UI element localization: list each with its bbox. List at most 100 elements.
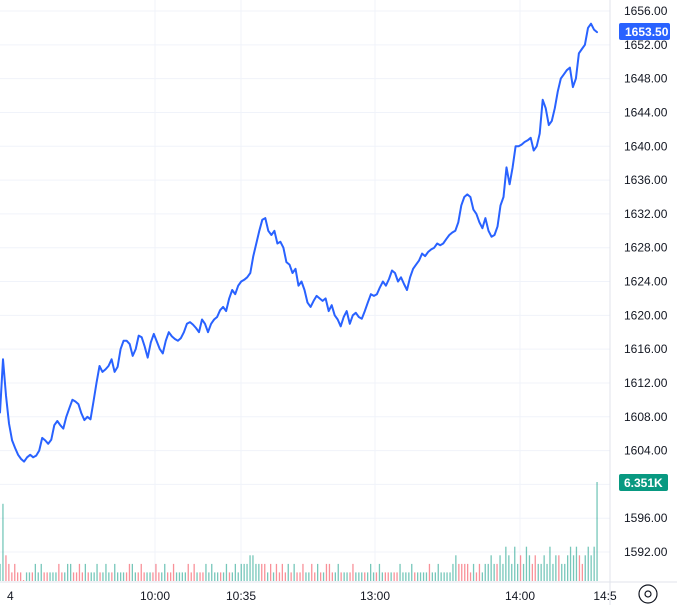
volume-bar [108, 572, 110, 581]
volume-bar [305, 572, 307, 581]
volume-bar [431, 572, 433, 581]
volume-bar [490, 555, 492, 581]
volume-bar [137, 572, 139, 581]
volume-bar [64, 572, 66, 581]
volume-bar [575, 546, 578, 581]
volume-bar [52, 572, 54, 581]
volume-bar [449, 572, 451, 581]
volume-bar [67, 563, 69, 581]
price-line [0, 22, 598, 463]
y-tick-label: 1628.00 [624, 241, 668, 255]
volume-bar [11, 572, 13, 581]
volume-bar [87, 572, 89, 581]
volume-bar [246, 563, 248, 581]
volume-bar [537, 563, 539, 581]
y-tick-label: 1632.00 [624, 207, 668, 221]
volume-bar [511, 563, 513, 581]
volume-bar [558, 555, 560, 581]
volume-bar [40, 563, 42, 581]
volume-bar [299, 572, 301, 581]
volume-bar [14, 563, 16, 581]
volume-bar [317, 563, 319, 581]
x-tick-label: 14:00 [505, 589, 535, 603]
y-tick-label: 1616.00 [624, 342, 668, 356]
volume-bar [84, 563, 86, 581]
volume-bar [525, 546, 528, 581]
volume-bar [217, 572, 219, 581]
volume-bar [237, 572, 239, 581]
x-tick-label: 10:35 [226, 589, 256, 603]
volume-bar [434, 572, 436, 581]
y-tick-label: 1592.00 [624, 545, 668, 559]
volume-bar [522, 563, 525, 581]
volume-bar [308, 572, 310, 581]
volume-bar [328, 563, 331, 581]
volume-bar [25, 572, 28, 581]
settings-gear-center-icon [644, 590, 652, 598]
volume-bar [590, 555, 592, 581]
last-volume-badge: 6.351K [619, 474, 668, 491]
volume-bar [311, 563, 313, 581]
volume-bar [364, 572, 366, 581]
volume-bar [390, 572, 392, 581]
volume-bar [302, 563, 304, 581]
volume-bar [37, 572, 39, 581]
volume-bar [270, 563, 272, 581]
volume-bar [125, 572, 128, 581]
volume-bar [587, 546, 589, 581]
volume-bar [81, 572, 83, 581]
volume-bar [387, 572, 389, 581]
volume-bar [272, 572, 275, 581]
chart-settings-button[interactable] [638, 584, 658, 604]
volume-bar [425, 572, 428, 581]
volume-bar [111, 572, 113, 581]
volume-bar [440, 572, 442, 581]
volume-bar [367, 572, 369, 581]
volume-bar [417, 572, 419, 581]
volume-bar [343, 572, 345, 581]
volume-bar [487, 563, 489, 581]
volume-bar [290, 572, 292, 581]
last-volume-label: 6.351K [624, 476, 663, 490]
volume-bar [258, 563, 260, 581]
volume-bar [275, 563, 278, 581]
volume-bar [496, 563, 498, 581]
y-tick-label: 1640.00 [624, 139, 668, 153]
volume-bar [170, 572, 172, 581]
volume-bar [46, 572, 48, 581]
volume-bar [287, 563, 289, 581]
volume-bar [264, 563, 266, 581]
volume-bar [187, 563, 189, 581]
volume-bar [164, 563, 166, 581]
volume-bar [331, 572, 333, 581]
y-tick-label: 1608.00 [624, 410, 668, 424]
volume-bar [408, 572, 410, 581]
x-tick-label: 14:5 [593, 589, 617, 603]
volume-bar [55, 572, 57, 581]
volume-bar [61, 572, 63, 581]
volume-bar [31, 572, 33, 581]
volume-bar [399, 563, 401, 581]
volume-bar [519, 555, 522, 581]
volume-bar [422, 572, 425, 581]
volume-bar [172, 563, 175, 581]
volume-bar [461, 563, 463, 581]
volume-bar [149, 572, 151, 581]
volume-bar [584, 555, 586, 581]
volume-bar [205, 563, 207, 581]
time-axis[interactable]: 4 10:00 10:35 13:00 14:00 14:5 [7, 589, 617, 603]
volume-bar [72, 572, 75, 581]
volume-bar [346, 572, 348, 581]
volume-bar [502, 563, 504, 581]
volume-bar [193, 563, 195, 581]
volume-bar [370, 563, 372, 581]
x-tick-label: 13:00 [360, 589, 390, 603]
volume-bar [402, 572, 404, 581]
volume-bar [552, 563, 554, 581]
price-axis[interactable]: 1592.001596.001600.001604.001608.001612.… [624, 4, 668, 559]
volume-bar [240, 563, 242, 581]
volume-bar [234, 563, 236, 581]
